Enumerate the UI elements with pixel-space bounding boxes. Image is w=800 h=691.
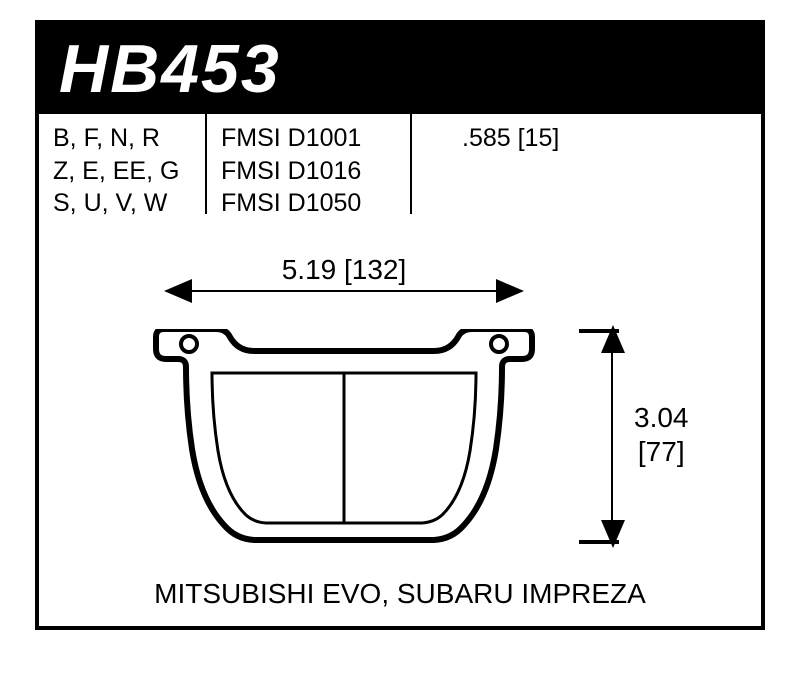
mounting-hole xyxy=(181,336,197,352)
codes-line: Z, E, EE, G xyxy=(53,155,191,188)
compound-codes-column: B, F, N, R Z, E, EE, G S, U, V, W xyxy=(39,114,207,214)
fmsi-column: FMSI D1001 FMSI D1016 FMSI D1050 xyxy=(207,114,412,214)
height-dimension: 3.04 [77] xyxy=(579,329,729,544)
fmsi-line: FMSI D1001 xyxy=(221,122,396,155)
width-dimension-label: 5.19 [132] xyxy=(164,254,524,286)
thickness-value: .585 [15] xyxy=(462,122,747,155)
brake-pad-drawing xyxy=(144,329,544,554)
height-dimension-label: 3.04 [77] xyxy=(634,401,689,468)
application-label: MITSUBISHI EVO, SUBARU IMPREZA xyxy=(39,578,761,610)
part-number: HB453 xyxy=(59,30,281,108)
width-dimension-line xyxy=(170,290,518,292)
height-value-mm: [77] xyxy=(634,435,689,469)
height-dimension-line xyxy=(611,335,613,538)
diagram-area: 5.19 [132] 3.04 [77] xyxy=(39,214,761,622)
codes-line: B, F, N, R xyxy=(53,122,191,155)
arrow-right-icon xyxy=(496,279,524,303)
arrow-left-icon xyxy=(164,279,192,303)
header-bar: HB453 xyxy=(39,24,761,114)
spec-card: HB453 B, F, N, R Z, E, EE, G S, U, V, W … xyxy=(35,20,765,630)
height-value-in: 3.04 xyxy=(634,401,689,435)
thickness-column: .585 [15] xyxy=(412,114,761,214)
fmsi-line: FMSI D1016 xyxy=(221,155,396,188)
arrow-down-icon xyxy=(601,520,625,548)
mounting-hole xyxy=(491,336,507,352)
width-dimension: 5.19 [132] xyxy=(164,254,524,314)
arrow-up-icon xyxy=(601,325,625,353)
spec-row: B, F, N, R Z, E, EE, G S, U, V, W FMSI D… xyxy=(39,114,761,214)
